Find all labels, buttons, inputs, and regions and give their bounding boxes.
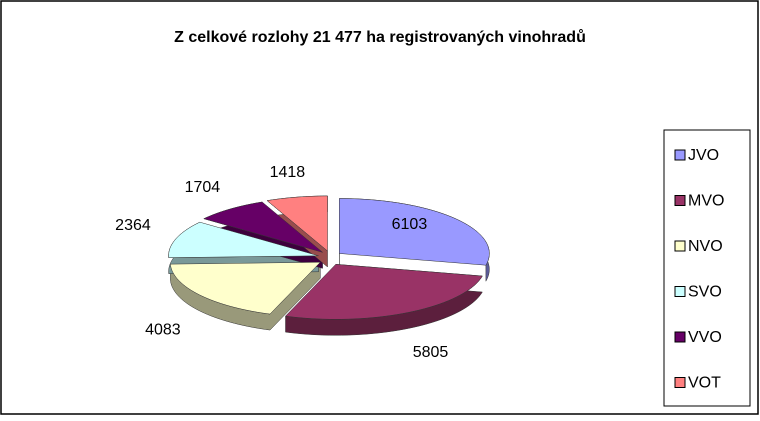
data-label: 2364 [115,217,151,234]
pie-slice [203,201,323,253]
data-label: 6103 [392,216,428,233]
legend-swatch [674,240,686,252]
data-label: 1704 [185,179,221,196]
pie-slice [170,261,321,315]
legend-swatch [674,377,686,388]
legend-label: NVO [688,238,723,255]
legend-label: SVO [688,284,722,301]
legend-swatch [674,149,686,161]
legend-label: VVO [688,329,722,346]
pie-slice [339,198,490,266]
data-label: 5805 [413,344,449,361]
data-label: 4083 [145,322,181,339]
pie [168,195,490,336]
legend-label: VOT [688,375,721,392]
pie-slice [284,264,483,320]
legend-swatch [674,195,686,206]
legend-label: JVO [688,147,719,164]
pie-slice [168,221,319,258]
pie-slice [266,195,328,252]
legend-swatch [674,331,686,343]
legend-swatch [674,286,686,297]
legend-label: MVO [688,193,724,210]
chart-title: Z celkové rozlohy 21 477 ha registrovaný… [174,29,586,46]
legend-box [663,129,751,407]
data-label: 1418 [270,164,306,181]
